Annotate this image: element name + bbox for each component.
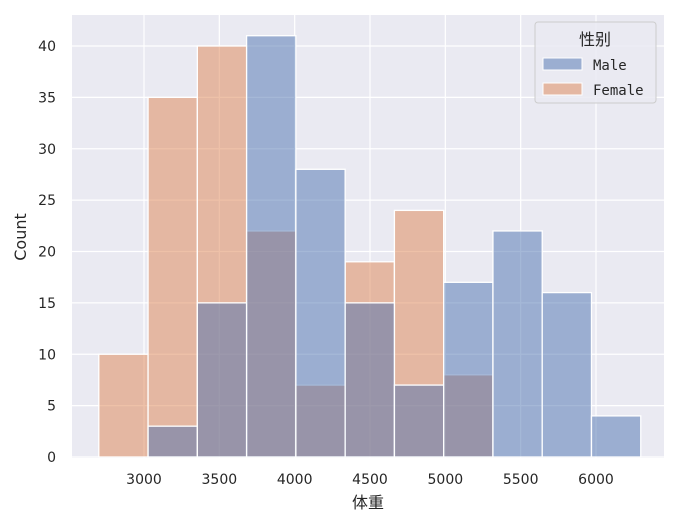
- legend-title: 性别: [579, 30, 611, 49]
- histogram-bar-female: [147, 96, 198, 458]
- legend-swatch-male: [542, 57, 583, 71]
- y-tick-label: 15: [38, 296, 56, 312]
- y-tick-label: 0: [47, 450, 56, 466]
- x-tick-label: 3000: [126, 472, 162, 488]
- x-tick-label: 4000: [277, 472, 313, 488]
- histogram-bar-male: [590, 415, 642, 458]
- x-tick-label: 5500: [503, 472, 539, 488]
- histogram-bar-male: [147, 425, 198, 458]
- y-tick-label: 30: [38, 142, 56, 158]
- y-tick-label: 10: [38, 347, 56, 363]
- y-tick-label: 35: [38, 90, 56, 106]
- y-axis-ticks: 0 5 10 15 20 25 30 35 40: [38, 39, 56, 466]
- histogram-bar-male: [196, 302, 248, 458]
- y-tick-label: 25: [38, 193, 56, 209]
- y-axis-label: Count: [11, 213, 30, 261]
- histogram-bar-male: [245, 35, 297, 458]
- histogram-bar-male: [443, 281, 494, 458]
- histogram-bar-male: [295, 168, 346, 458]
- y-tick-label: 20: [38, 245, 56, 261]
- x-axis-label: 体重: [352, 493, 384, 512]
- y-tick-label: 40: [38, 39, 56, 55]
- histogram-bar-female: [98, 353, 149, 458]
- legend-swatch-female: [542, 82, 583, 96]
- x-axis-ticks: 3000 3500 4000 4500 5000 5500 6000: [126, 472, 614, 488]
- x-tick-label: 6000: [578, 472, 614, 488]
- male-bars: [147, 35, 642, 458]
- legend-label-male: Male: [593, 58, 627, 74]
- x-tick-label: 5000: [428, 472, 464, 488]
- histogram-bar-male: [541, 291, 593, 458]
- legend-label-female: Female: [593, 83, 644, 99]
- histogram-bar-male: [393, 384, 445, 458]
- x-tick-label: 4500: [352, 472, 388, 488]
- histogram-bar-male: [344, 302, 396, 458]
- x-tick-label: 3500: [202, 472, 238, 488]
- y-tick-label: 5: [47, 399, 56, 415]
- legend: 性别 Male Female: [534, 21, 657, 104]
- histogram-bar-male: [492, 230, 543, 458]
